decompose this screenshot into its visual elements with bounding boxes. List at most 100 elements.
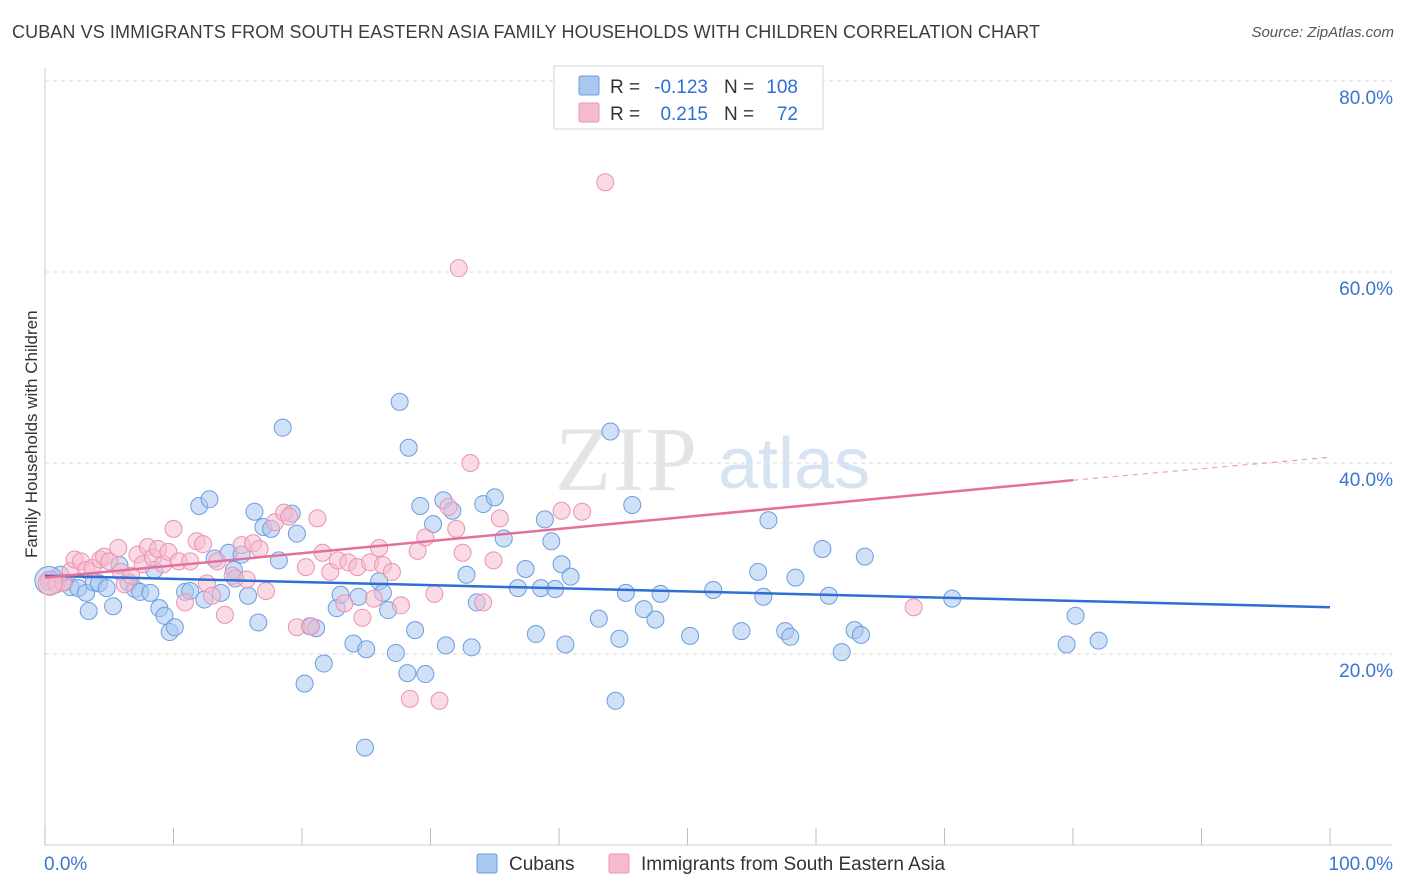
immigrant-point [382, 562, 401, 581]
cuban-point [749, 562, 768, 581]
cuban-point [457, 565, 476, 584]
immigrant-point [100, 552, 119, 571]
cuban-point [357, 640, 376, 659]
immigrants-trend-extension [1072, 456, 1331, 481]
cuban-point [606, 691, 625, 710]
source-label: Source: ZipAtlas.com [1251, 24, 1394, 41]
cuban-point [406, 621, 425, 640]
immigrant-point [484, 551, 503, 570]
immigrant-point [370, 538, 389, 557]
legend-n-value: 72 [777, 104, 798, 125]
cuban-point [97, 579, 116, 598]
cuban-point [287, 524, 306, 543]
legend-r-value: 0.215 [660, 104, 708, 125]
series-legend: Cubans Immigrants from South Eastern Asi… [476, 853, 946, 875]
immigrant-point [280, 507, 299, 526]
cuban-point [1066, 606, 1085, 625]
cuban-point [355, 738, 374, 757]
immigrant-point [461, 454, 480, 472]
cuban-point [1089, 631, 1108, 650]
cuban-point [424, 515, 443, 534]
legend-item-immigrants: Immigrants from South Eastern Asia [641, 854, 946, 875]
cuban-point [141, 583, 160, 602]
cuban-point [165, 618, 184, 637]
legend-r-value: -0.123 [654, 77, 708, 98]
cuban-point [398, 664, 417, 683]
immigrant-point [416, 528, 435, 547]
cuban-point [732, 622, 751, 641]
cuban-point [646, 610, 665, 629]
trend-lines [44, 456, 1331, 609]
grid-lines [45, 80, 1392, 655]
immigrant-point [447, 519, 466, 538]
immigrant-point [122, 566, 141, 585]
immigrant-point [164, 519, 183, 538]
immigrant-point [364, 589, 383, 608]
cuban-point [485, 488, 504, 507]
y-tick-label: 60.0% [1339, 279, 1393, 300]
cuban-point [601, 422, 620, 441]
legend-n-label: N = [724, 104, 754, 125]
cuban-point [399, 438, 418, 457]
cuban-point [273, 418, 292, 437]
y-tick-label: 80.0% [1339, 88, 1393, 109]
cuban-point [759, 511, 778, 530]
immigrant-point [439, 497, 458, 516]
cuban-point [561, 567, 580, 586]
cuban-point [556, 635, 575, 654]
cuban-point [610, 629, 629, 648]
immigrant-point [194, 535, 213, 554]
chart-title: CUBAN VS IMMIGRANTS FROM SOUTH EASTERN A… [12, 22, 1041, 42]
cuban-point [516, 560, 535, 579]
cuban-point [155, 606, 174, 625]
legend-r-label: R = [610, 104, 640, 125]
immigrant-point [400, 689, 419, 708]
immigrant-point [296, 558, 315, 577]
cuban-point [411, 496, 430, 515]
y-tick-label: 20.0% [1339, 661, 1393, 682]
immigrant-point [552, 501, 571, 520]
legend-n-value: 108 [766, 77, 798, 98]
cuban-point [616, 583, 635, 602]
immigrant-point [474, 593, 493, 612]
cuban-point [416, 665, 435, 684]
cuban-point [245, 502, 264, 521]
cuban-point [390, 392, 409, 411]
x-tick-label: 0.0% [44, 854, 87, 875]
immigrant-point [257, 581, 276, 600]
immigrants-trend-line [44, 478, 1074, 579]
legend-swatch-blue [578, 75, 600, 96]
immigrant-point [181, 552, 200, 571]
cuban-point [786, 568, 805, 587]
immigrant-point [430, 691, 449, 710]
watermark-atlas: atlas [718, 424, 870, 504]
legend-swatch-pink [578, 102, 600, 123]
cuban-point [623, 496, 642, 515]
immigrant-point [308, 509, 327, 528]
immigrant-point [335, 594, 354, 613]
cuban-point [542, 532, 561, 551]
immigrants-points [37, 173, 923, 710]
immigrant-point [573, 502, 592, 521]
legend-swatch-cubans [476, 853, 498, 874]
cuban-point [552, 555, 571, 574]
cuban-point [781, 627, 800, 646]
y-tick-label: 40.0% [1339, 470, 1393, 491]
immigrant-point [176, 593, 195, 612]
legend-r-label: R = [610, 77, 640, 98]
cuban-point [1057, 635, 1076, 654]
immigrant-point [904, 598, 923, 617]
cuban-point [681, 626, 700, 645]
immigrant-point [425, 584, 444, 603]
cuban-point [855, 547, 874, 566]
cuban-point [79, 602, 98, 621]
cuban-point [704, 581, 723, 600]
stats-legend: R = -0.123 N = 108 R = 0.215 N = 72 [553, 65, 824, 130]
legend-item-cubans: Cubans [509, 854, 575, 875]
cuban-point [813, 539, 832, 558]
cuban-point [589, 609, 608, 628]
watermark-zip: ZIP [555, 408, 699, 510]
immigrant-point [215, 605, 234, 624]
cuban-point [386, 644, 405, 663]
tick-labels: 20.0% 40.0% 60.0% 80.0% 0.0% 100.0% [44, 88, 1393, 875]
